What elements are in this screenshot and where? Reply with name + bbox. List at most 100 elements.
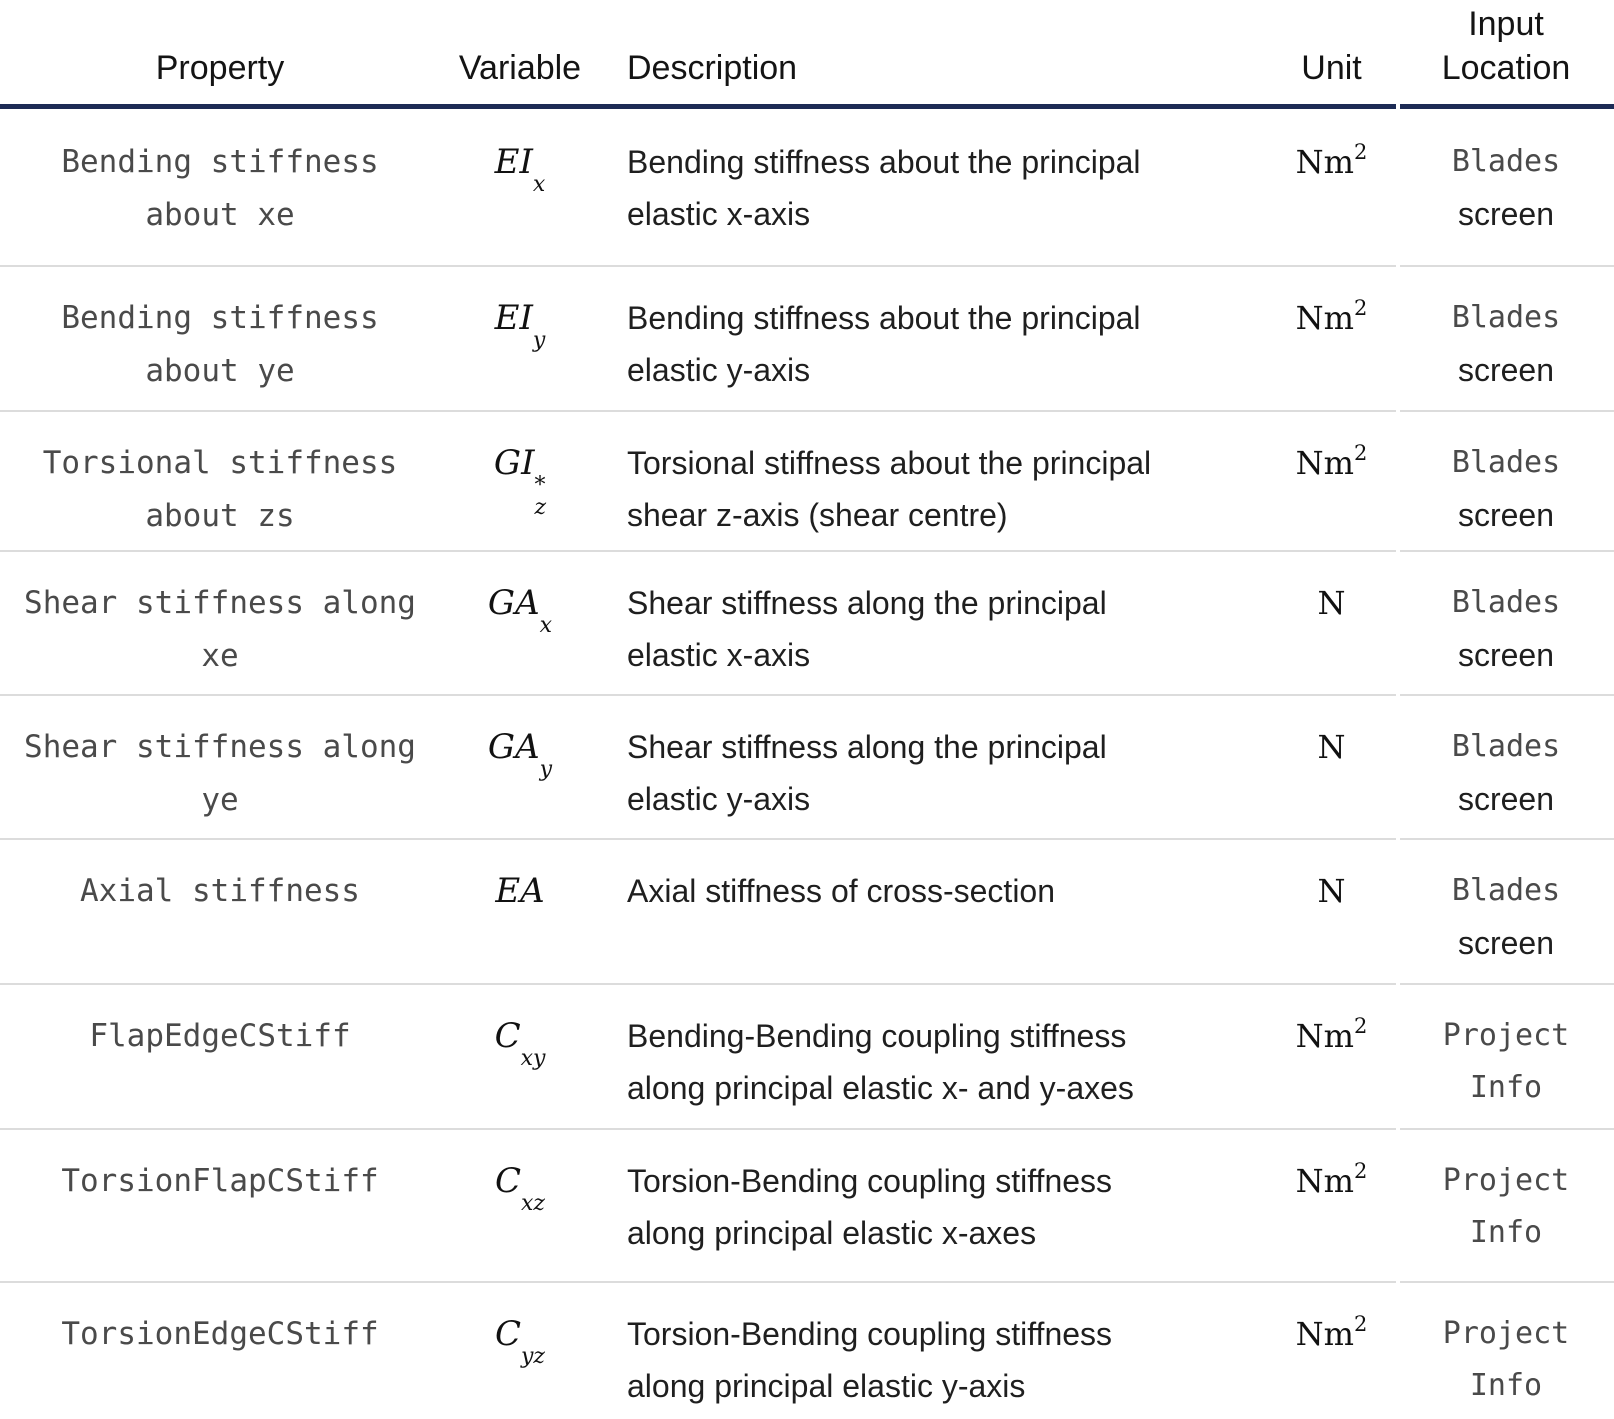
- table-body: Bending stiffness about xe EI x Bending s…: [0, 109, 1614, 1419]
- variable-math: EI y: [495, 298, 546, 352]
- description-cell: Bending stiffness about the principal el…: [627, 144, 1141, 232]
- table-row: Axial stiffness EA Axial stiffness of cr…: [0, 838, 1614, 983]
- property-cell: Shear stiffness along xe: [24, 585, 416, 674]
- variable-subscript: z: [534, 495, 547, 520]
- property-cell: Shear stiffness along ye: [24, 729, 416, 818]
- input-location-code: Project Info: [1442, 1018, 1570, 1105]
- input-location-code: Blades: [1451, 445, 1561, 480]
- variable-base: C: [494, 1314, 521, 1354]
- header-rule: [0, 104, 1614, 109]
- variable-math: GA y: [487, 727, 552, 781]
- variable-superscript: *: [534, 473, 546, 498]
- table-header-row: Property Variable Description Unit Input…: [0, 0, 1614, 104]
- description-cell: Shear stiffness along the principal elas…: [627, 729, 1107, 817]
- description-cell: Bending stiffness about the principal el…: [627, 300, 1141, 388]
- variable-cell: EI x: [440, 109, 600, 265]
- variable-base: GA: [487, 727, 540, 767]
- input-location-code: Project Info: [1442, 1316, 1570, 1403]
- input-location-cell: Blades screen: [1398, 410, 1614, 550]
- input-location-text: screen: [1457, 925, 1555, 961]
- column-header-unit: Unit: [1301, 49, 1362, 87]
- variable-base: C: [494, 1016, 521, 1056]
- variable-scripts: xy: [521, 1048, 546, 1070]
- input-location-text: screen: [1457, 781, 1555, 817]
- variable-scripts: y: [533, 330, 545, 352]
- variable-cell: EI y: [440, 265, 600, 410]
- variable-subscript: x: [539, 613, 553, 638]
- variable-scripts: yz: [521, 1346, 545, 1368]
- variable-base: C: [494, 1161, 521, 1201]
- table-row: Bending stiffness about xe EI x Bending s…: [0, 109, 1614, 265]
- unit-value: N: [1318, 584, 1346, 622]
- input-location-cell: Blades screen: [1398, 694, 1614, 838]
- unit-value: Nm2: [1296, 1014, 1368, 1056]
- unit-base: N: [1317, 728, 1346, 766]
- column-header-description: Description: [627, 49, 798, 87]
- input-location-text: screen: [1457, 196, 1555, 232]
- input-location-cell: Blades screen: [1398, 109, 1614, 265]
- input-location-cell: Blades screen: [1398, 550, 1614, 694]
- variable-base: GI: [493, 443, 535, 483]
- input-location-cell: Blades screen: [1398, 838, 1614, 983]
- unit-exponent: 2: [1353, 441, 1368, 465]
- unit-base: N: [1317, 584, 1346, 622]
- variable-scripts: x: [533, 174, 545, 196]
- variable-subscript: xy: [520, 1046, 546, 1071]
- variable-cell: GA x: [440, 550, 600, 694]
- variable-cell: GA y: [440, 694, 600, 838]
- variable-base: EA: [495, 871, 545, 911]
- unit-base: N: [1317, 872, 1346, 910]
- variable-base: GA: [487, 583, 540, 623]
- table-row: Bending stiffness about ye EI y Bending s…: [0, 265, 1614, 410]
- input-location-cell: Blades screen: [1398, 265, 1614, 410]
- property-cell: FlapEdgeCStiff: [89, 1018, 351, 1054]
- unit-exponent: 2: [1353, 1014, 1368, 1038]
- unit-exponent: 2: [1353, 1159, 1368, 1183]
- unit-value: Nm2: [1295, 1312, 1368, 1354]
- input-location-text: screen: [1457, 637, 1555, 673]
- unit-exponent: 2: [1353, 1312, 1368, 1336]
- unit-value: Nm2: [1295, 1159, 1368, 1201]
- input-location-code: Blades: [1451, 873, 1561, 908]
- variable-base: EI: [494, 142, 533, 182]
- variable-subscript: x: [532, 172, 546, 197]
- unit-exponent: 2: [1353, 140, 1368, 164]
- unit-value: N: [1318, 872, 1346, 910]
- unit-base: Nm: [1295, 299, 1354, 337]
- unit-value: Nm2: [1295, 296, 1368, 338]
- unit-value: Nm2: [1296, 140, 1368, 182]
- column-header-variable: Variable: [458, 49, 582, 87]
- variable-cell: EA: [440, 838, 600, 983]
- description-cell: Shear stiffness along the principal elas…: [627, 585, 1107, 673]
- variable-math: GA x: [487, 583, 552, 637]
- unit-cell: Nm2: [1265, 1281, 1398, 1419]
- description-cell: Torsion-Bending coupling stiffness along…: [627, 1316, 1113, 1404]
- column-header-input-location: Input Location: [1441, 5, 1571, 87]
- property-cell: TorsionEdgeCStiff: [61, 1316, 379, 1352]
- input-location-text: screen: [1457, 352, 1555, 388]
- variable-subscript: yz: [520, 1344, 546, 1369]
- unit-cell: Nm2: [1265, 265, 1398, 410]
- variable-subscript: xz: [521, 1191, 545, 1216]
- unit-base: Nm: [1295, 1315, 1354, 1353]
- table-row: Torsional stiffness about zs GI * z Torsio…: [0, 410, 1614, 550]
- table-row: Shear stiffness along ye GA y Shear stiff…: [0, 694, 1614, 838]
- description-cell: Torsional stiffness about the principal …: [627, 445, 1152, 533]
- variable-scripts: xz: [521, 1193, 545, 1215]
- unit-cell: Nm2: [1265, 983, 1398, 1128]
- property-cell: Axial stiffness: [80, 873, 360, 909]
- unit-exponent: 2: [1353, 296, 1368, 320]
- input-location-code: Blades: [1451, 300, 1561, 335]
- unit-base: Nm: [1295, 1162, 1354, 1200]
- input-location-cell: Project Info: [1398, 1281, 1614, 1419]
- table-row: Shear stiffness along xe GA x Shear stiff…: [0, 550, 1614, 694]
